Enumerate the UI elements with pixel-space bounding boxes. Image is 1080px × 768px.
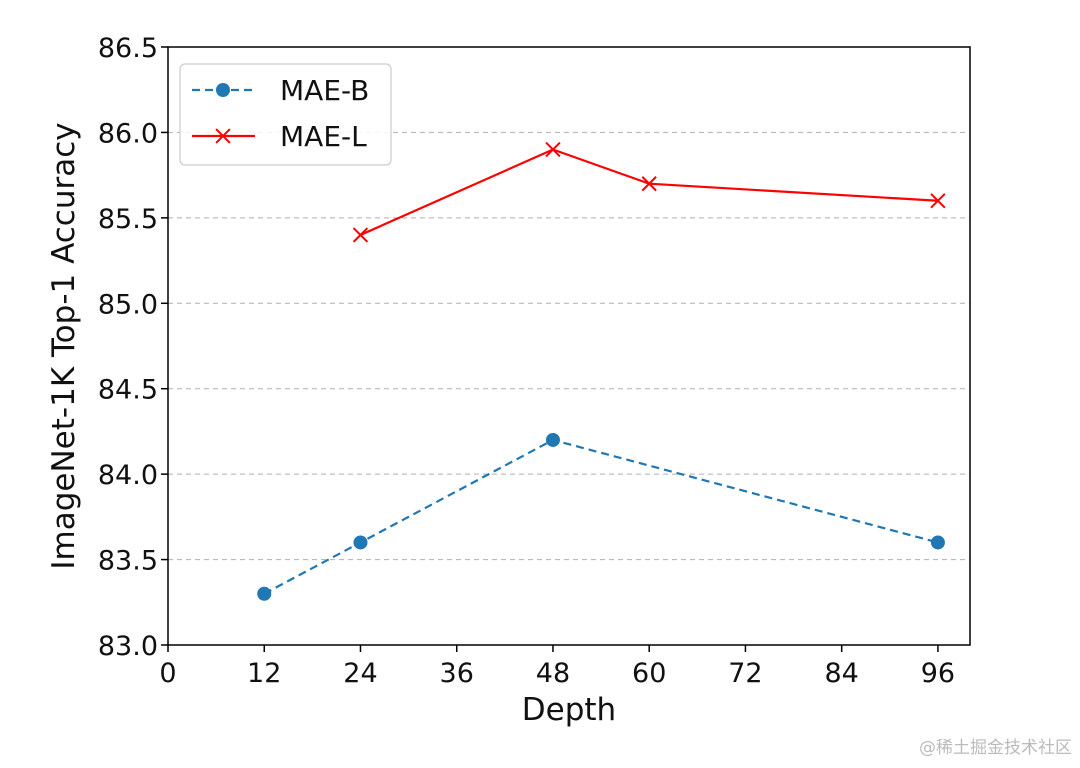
data-point-mae-b: [353, 535, 368, 550]
y-tick-label: 83.5: [98, 546, 158, 577]
y-tick-label: 83.0: [98, 631, 158, 662]
plot-frame: [167, 46, 971, 646]
legend-label: MAE-L: [280, 120, 367, 153]
legend-marker-mae-l: [215, 128, 231, 144]
x-tick-label: 84: [825, 658, 859, 689]
data-point-mae-b: [545, 432, 560, 447]
data-point-mae-l: [545, 141, 561, 158]
watermark: @稀土掘金技术社区: [919, 738, 1072, 758]
data-point-mae-b: [257, 586, 272, 601]
y-axis-label: ImageNet-1K Top-1 Accuracy: [46, 122, 82, 569]
x-tick-label: 48: [536, 658, 570, 689]
y-tick-label: 86.0: [98, 118, 158, 149]
x-tick-label: 60: [632, 658, 666, 689]
data-point-mae-b: [930, 535, 945, 550]
x-tick-label: 24: [343, 658, 377, 689]
x-tick-label: 0: [159, 658, 176, 689]
x-tick-label: 96: [921, 658, 955, 689]
x-tick-label: 36: [440, 658, 474, 689]
x-axis-label: Depth: [522, 692, 616, 728]
y-tick-label: 84.0: [98, 460, 158, 491]
data-point-mae-l: [641, 176, 657, 192]
y-tick-label: 85.0: [98, 289, 158, 320]
legend-label: MAE-B: [280, 74, 369, 107]
data-point-mae-l: [352, 227, 369, 243]
data-point-mae-l: [930, 193, 946, 209]
legend-marker-mae-b: [216, 83, 230, 97]
series-line-mae-b: [263, 438, 939, 595]
x-tick-label: 12: [247, 658, 281, 689]
y-tick-label: 85.5: [98, 204, 158, 235]
y-tick-label: 84.5: [98, 375, 158, 406]
x-tick-label: 72: [728, 658, 762, 689]
series-line-mae-l: [360, 148, 938, 236]
y-tick-label: 86.5: [98, 33, 158, 64]
